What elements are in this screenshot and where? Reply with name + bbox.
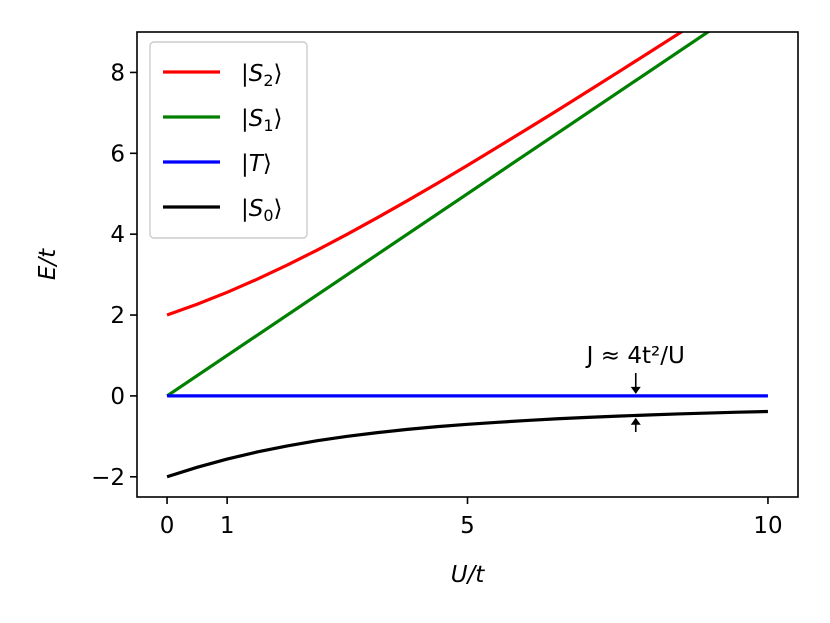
x-tick-label: 10 <box>753 513 782 539</box>
legend: |S2⟩ |S1⟩ |T⟩ |S0⟩ <box>149 41 308 239</box>
annotation-arrow-up-head <box>630 417 641 425</box>
y-tick-label: −2 <box>91 465 125 491</box>
legend-label-s2: |S2⟩ <box>241 61 283 90</box>
annotation-layer: J ≈ 4t²/U <box>585 343 685 432</box>
legend-label-t: |T⟩ <box>241 151 272 177</box>
y-tick-label: 0 <box>110 384 125 410</box>
annotation-arrow-down-head <box>630 386 641 394</box>
series-line-s0 <box>166 409 768 479</box>
x-tick-label: 0 <box>160 513 175 539</box>
x-tick-label: 5 <box>460 513 475 539</box>
y-tick-label: 2 <box>110 303 125 329</box>
y-axis-label: E/t <box>35 248 61 280</box>
series-line-s2 <box>166 32 685 317</box>
series-layer <box>166 32 768 479</box>
axes-layer: 0 1 5 10 −2 0 2 4 6 8 U/t E/t <box>35 60 783 588</box>
legend-label-s1: |S1⟩ <box>241 106 283 135</box>
annotation-label: J ≈ 4t²/U <box>585 343 685 369</box>
series-line-s1 <box>166 32 711 398</box>
x-axis-label: U/t <box>451 562 486 588</box>
y-tick-label: 6 <box>110 141 125 167</box>
legend-label-s0: |S0⟩ <box>241 196 283 225</box>
y-tick-label: 4 <box>110 222 125 248</box>
y-tick-label: 8 <box>110 60 125 86</box>
x-tick-label: 1 <box>220 513 235 539</box>
legend-box <box>149 41 308 239</box>
